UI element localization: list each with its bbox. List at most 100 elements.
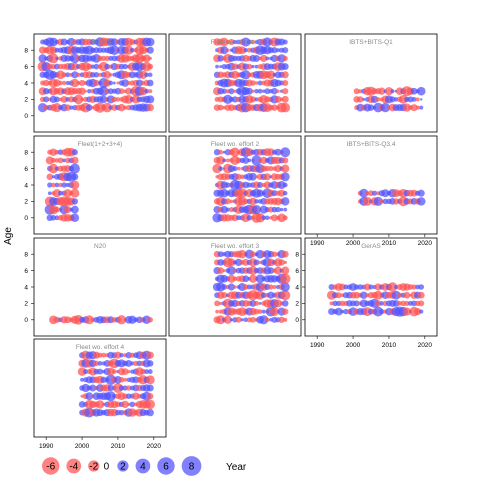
residual-bubble <box>267 267 275 274</box>
residual-bubble <box>279 207 284 212</box>
residual-bubble <box>246 215 253 221</box>
residual-bubble <box>221 88 227 94</box>
residual-bubble <box>146 384 154 392</box>
residual-bubble <box>274 164 282 173</box>
residual-bubble <box>71 198 79 205</box>
residual-bubble <box>217 267 224 274</box>
x-tick-label: 2020 <box>147 443 162 450</box>
residual-bubble <box>215 64 219 69</box>
residual-bubble <box>94 102 106 113</box>
residual-bubble <box>282 190 288 196</box>
residual-bubble <box>147 72 153 78</box>
y-tick-label: 2 <box>24 301 28 308</box>
residual-bubble <box>109 73 113 77</box>
y-tick-label: 8 <box>24 48 28 55</box>
residual-bubble <box>389 96 396 103</box>
panel: N20 0 2 4 6 8 <box>24 237 167 337</box>
residual-bubble <box>416 86 426 96</box>
residual-bubble <box>260 54 268 63</box>
residual-bubble <box>271 214 278 222</box>
residual-bubble <box>242 156 250 164</box>
residual-bubble <box>108 80 114 86</box>
residual-bubble <box>265 317 270 322</box>
residual-bubble <box>362 196 372 206</box>
residual-bubble <box>379 308 385 315</box>
residual-bubble <box>76 72 81 77</box>
residual-bubble <box>125 393 132 399</box>
residual-bubble <box>97 368 103 375</box>
residual-bubble <box>71 173 79 181</box>
panel: Fleet wo. effort 1 <box>168 33 302 133</box>
residual-bubble <box>140 368 146 375</box>
residual-bubble <box>253 308 260 315</box>
residual-bubble <box>282 157 289 164</box>
residual-bubble <box>256 189 264 197</box>
residual-bubble <box>251 205 262 215</box>
residual-bubble <box>373 196 383 207</box>
legend-bubble <box>181 456 202 476</box>
residual-bubble <box>282 308 289 315</box>
panel-frame <box>304 135 438 235</box>
y-tick-label: 6 <box>24 268 28 275</box>
y-tick-label: 6 <box>295 268 299 275</box>
residual-bubble <box>58 190 63 196</box>
residual-bubble <box>238 46 247 55</box>
residual-bubble <box>69 163 80 174</box>
residual-bubble <box>225 207 230 212</box>
residual-bubble <box>280 102 291 113</box>
residual-bubble <box>138 70 148 79</box>
legend-bubble <box>42 457 60 475</box>
panel-frame <box>304 33 438 133</box>
residual-bubble <box>357 284 364 290</box>
panel-title: IBTS+BITS-Q3.4 <box>347 141 396 148</box>
residual-bubble <box>264 88 271 95</box>
residual-bubble <box>242 284 249 290</box>
residual-bubble <box>419 105 424 110</box>
legend-bubble <box>157 457 175 475</box>
residual-bubble <box>112 81 116 85</box>
residual-bubble <box>416 197 426 206</box>
residual-bubble <box>223 315 232 324</box>
residual-bubble <box>234 258 243 267</box>
residual-bubble <box>222 269 226 273</box>
residual-bubble <box>213 149 221 156</box>
residual-bubble <box>135 79 143 87</box>
residual-bubble <box>358 89 363 94</box>
residual-bubble <box>95 400 105 409</box>
residual-bubble <box>107 384 115 392</box>
residual-bubble <box>103 79 111 87</box>
x-axis-label: Year <box>226 462 247 473</box>
residual-bubble <box>418 284 425 290</box>
residual-bubble <box>97 352 103 358</box>
panel-title: Fleet wo. effort 1 <box>211 39 260 46</box>
residual-bubble <box>146 408 154 417</box>
residual-bubble <box>71 71 79 79</box>
residual-bubble <box>257 182 264 188</box>
residual-bubble <box>123 377 128 382</box>
residual-bubble <box>93 63 100 70</box>
residual-bubble <box>281 63 289 71</box>
residual-bubble <box>262 37 272 47</box>
residual-bubble <box>53 316 61 323</box>
residual-bubble <box>257 80 263 86</box>
residual-bubble <box>411 284 417 290</box>
residual-bubble <box>84 315 94 325</box>
residual-bubble <box>340 309 345 314</box>
residual-bubble <box>49 148 58 156</box>
y-tick-label: 8 <box>24 252 28 259</box>
legend-item: -6 <box>42 457 60 475</box>
residual-bubble <box>404 300 410 306</box>
residual-bubble <box>86 63 93 70</box>
residual-bubble <box>45 156 54 165</box>
residual-bubble <box>216 156 225 165</box>
legend-item: 4 <box>135 458 151 474</box>
residual-bubble <box>272 285 277 289</box>
residual-bubble <box>64 316 72 324</box>
residual-bubble <box>371 190 378 196</box>
residual-bubble <box>240 318 244 322</box>
panel-title: Fleet wo. effort 4 <box>76 344 125 351</box>
panel-grid: HERAS 0 2 4 6 8 Fleet wo. effort 1 IBTS+BITS-Q1… <box>24 33 438 450</box>
residual-bubble <box>145 375 155 385</box>
residual-bubble <box>65 80 70 86</box>
x-tick-label: 2010 <box>382 240 397 247</box>
